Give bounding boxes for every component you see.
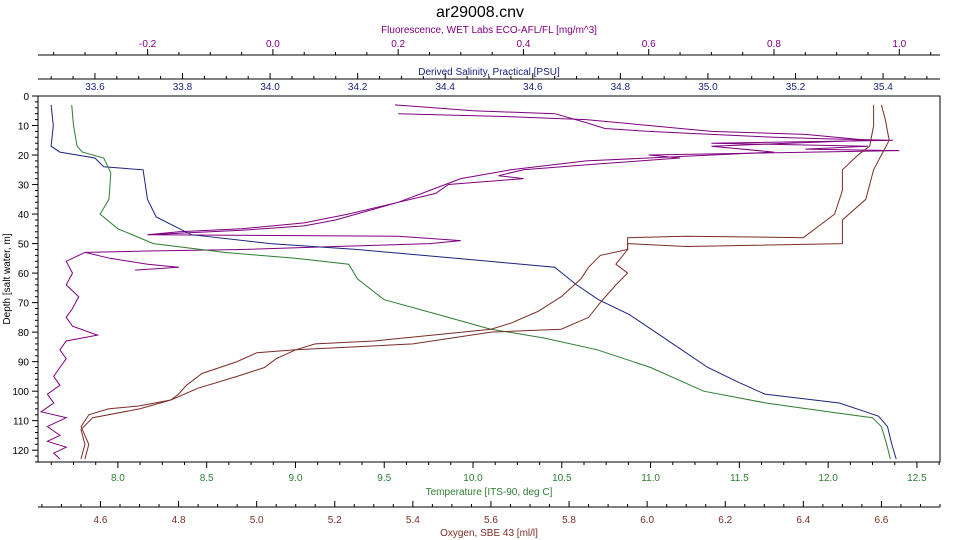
fluorescence-deep-series-line (39, 251, 100, 460)
salinity-series-line (50, 104, 897, 460)
temperature-tick-label: 12.0 (818, 473, 838, 484)
oxygen-tick-label: 6.2 (718, 515, 732, 526)
temperature-tick-label: 10.5 (552, 473, 572, 484)
temperature-tick-label: 9.0 (289, 473, 303, 484)
salinity-tick-label: 34.6 (523, 82, 543, 93)
depth-tick-label: 30 (18, 181, 30, 192)
oxygen-tick-label: 6.4 (796, 515, 810, 526)
depth-tick-label: 80 (18, 328, 30, 339)
depth-axis-title: Depth [salt water, m] (2, 233, 13, 324)
temperature-tick-label: 8.0 (111, 473, 125, 484)
depth-tick-label: 0 (23, 92, 29, 103)
oxygen-upcast-series-line (80, 104, 890, 460)
depth-tick-label: 110 (13, 417, 29, 428)
temperature-tick-label: 9.5 (377, 473, 391, 484)
fluorescence-axis-title: Fluorescence, WET Labs ECO-AFL/FL [mg/m^… (381, 25, 597, 36)
chart-title: ar29008.cnv (436, 4, 524, 21)
depth-tick-label: 10 (18, 122, 30, 133)
fluorescence-dark-series-line (147, 113, 869, 236)
oxygen-tick-label: 4.6 (94, 515, 108, 526)
temperature-tick-label: 8.5 (200, 473, 214, 484)
salinity-tick-label: 34.0 (260, 82, 280, 93)
salinity-tick-label: 35.2 (786, 82, 806, 93)
oxygen-tick-label: 6.0 (640, 515, 654, 526)
fluorescence-tick-label: 1.0 (892, 39, 906, 50)
salinity-tick-label: 35.0 (698, 82, 718, 93)
oxygen-tick-label: 5.6 (484, 515, 498, 526)
oxygen-axis: 4.6 4.8 5.0 5.2 5.4 5.6 5.8 6.0 6.2 6.4 6.6 Oxygen,… (38, 501, 941, 539)
salinity-tick-label: 33.6 (85, 82, 105, 93)
depth-tick-label: 70 (18, 299, 30, 310)
depth-tick-label: 90 (18, 358, 30, 369)
salinity-tick-label: 34.2 (348, 82, 368, 93)
fluorescence-tick-label: 0.8 (767, 39, 781, 50)
salinity-tick-label: 33.8 (173, 82, 193, 93)
salinity-tick-label: 34.4 (435, 82, 455, 93)
oxygen-tick-label: 5.2 (328, 515, 342, 526)
temperature-tick-label: 12.5 (907, 473, 927, 484)
temperature-tick-label: 10.0 (463, 473, 483, 484)
fluorescence-tick-label: 0.2 (391, 39, 405, 50)
fluorescence-tick-label: 0.0 (266, 39, 280, 50)
oxygen-tick-label: 5.4 (406, 515, 420, 526)
fluorescence-tick-label: -0.2 (139, 39, 157, 50)
salinity-tick-label: 34.8 (611, 82, 631, 93)
depth-tick-label: 100 (12, 387, 29, 398)
depth-tick-label: 40 (18, 210, 30, 221)
temperature-axis: 8.0 8.5 9.0 9.5 10.0 10.5 11.0 11.5 12.0 12.5 Temp… (50, 462, 940, 498)
oxygen-tick-label: 5.0 (250, 515, 264, 526)
oxygen-tick-label: 6.6 (874, 515, 888, 526)
depth-tick-label: 20 (18, 151, 30, 162)
temperature-tick-label: 11.5 (730, 473, 749, 484)
salinity-axis: 33.6 33.8 34.0 34.2 34.4 34.6 34.8 35.0 35.2 35.4… (38, 67, 940, 93)
fluorescence-series-line (84, 104, 900, 271)
salinity-tick-label: 35.4 (873, 82, 893, 93)
oxygen-tick-label: 4.8 (172, 515, 186, 526)
oxygen-axis-title: Oxygen, SBE 43 [ml/l] (440, 528, 538, 539)
oxygen-tick-label: 5.8 (562, 515, 576, 526)
depth-tick-label: 50 (18, 240, 30, 251)
fluorescence-tick-label: 0.6 (642, 39, 656, 50)
depth-tick-label: 60 (18, 269, 30, 280)
temperature-axis-title: Temperature [ITS-90, deg C] (426, 487, 553, 498)
oxygen-downcast-series-line (80, 104, 875, 460)
fluorescence-tick-label: 0.4 (516, 39, 530, 50)
depth-axis: 0 10 20 30 40 50 60 70 80 90 100 110 120 Depth [salt … (2, 92, 38, 463)
plot-frame (37, 95, 941, 463)
salinity-axis-title: Derived Salinity, Practical [PSU] (418, 67, 560, 78)
fluorescence-axis: -0.2 0.0 0.2 0.4 0.6 0.8 1.0 Fluorescence, WET … (38, 25, 940, 56)
depth-tick-label: 120 (12, 446, 29, 457)
temperature-tick-label: 11.0 (641, 473, 660, 484)
temperature-series-line (71, 104, 891, 460)
